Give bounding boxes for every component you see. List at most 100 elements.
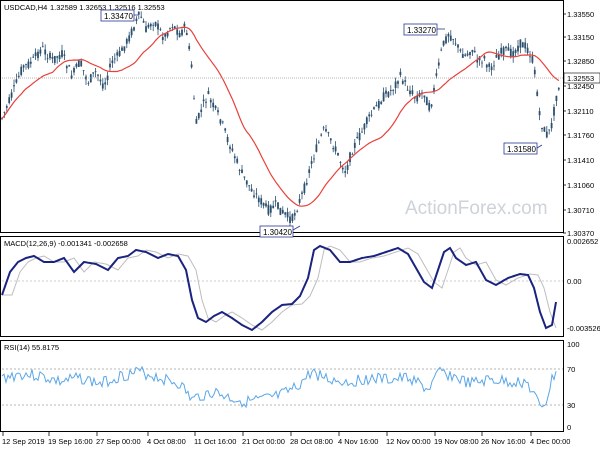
- candle-body: [154, 22, 157, 26]
- x-tick-label: 26 Nov 16:00: [481, 437, 526, 446]
- candle-body: [236, 158, 239, 163]
- candle-body: [39, 49, 42, 54]
- candle-body: [56, 56, 59, 58]
- candle-body: [329, 138, 332, 141]
- candle-body: [430, 104, 433, 107]
- macd-ytick-zero: 0.00: [567, 277, 582, 286]
- candle-body: [173, 26, 176, 29]
- candle-body: [262, 202, 265, 206]
- candle-body: [142, 20, 145, 23]
- candle-body: [505, 46, 507, 49]
- candle-body: [178, 32, 181, 38]
- candle-body: [224, 128, 227, 131]
- candle-body: [279, 207, 282, 215]
- candle-body: [409, 90, 411, 95]
- candle-body: [545, 131, 548, 138]
- x-tick-label: 12 Sep 2019: [2, 437, 45, 446]
- candle-body: [339, 162, 342, 163]
- candle-body: [538, 111, 541, 116]
- candle-body: [137, 11, 140, 15]
- candle-body: [243, 176, 246, 178]
- candle-body: [452, 39, 455, 41]
- candle-body: [185, 33, 188, 36]
- candle-body: [207, 91, 210, 94]
- candle-body: [531, 56, 534, 63]
- candle-body: [483, 56, 486, 59]
- candle-body: [195, 118, 198, 124]
- price-candles: [1, 11, 560, 227]
- candle-body: [231, 148, 234, 151]
- x-tick-label: 4 Nov 16:00: [338, 437, 378, 446]
- candle-body: [509, 48, 512, 58]
- candle-body: [493, 65, 495, 67]
- candle-body: [519, 39, 522, 48]
- candle-body: [524, 42, 527, 49]
- candle-body: [284, 212, 287, 215]
- price-ytick-label: 1.31410: [567, 156, 594, 165]
- candle-body: [121, 47, 123, 51]
- candle-body: [291, 214, 294, 222]
- candle-body: [200, 109, 203, 112]
- candle-body: [512, 51, 515, 58]
- rsi-ytick-100: 100: [567, 340, 580, 349]
- callout-3: 1.30420: [259, 225, 301, 238]
- candle-body: [267, 204, 270, 215]
- price-pane-header-symbol: USDCAD,H4: [4, 3, 47, 12]
- rsi-ytick-70: 70: [567, 365, 575, 374]
- candle-body: [212, 102, 215, 108]
- x-tick-label: 11 Oct 16:00: [194, 437, 236, 446]
- candle-body: [500, 47, 503, 54]
- candle-body: [214, 105, 217, 109]
- candle-body: [281, 209, 284, 214]
- candle-body: [497, 54, 500, 60]
- candle-body: [401, 80, 404, 84]
- candle-body: [289, 216, 291, 223]
- candle-body: [469, 52, 471, 56]
- candle-body: [219, 119, 222, 124]
- candle-body: [53, 55, 56, 63]
- candle-body: [205, 101, 207, 103]
- candle-body: [521, 42, 524, 48]
- candle-body: [17, 75, 20, 78]
- candle-body: [349, 152, 351, 163]
- candle-body: [449, 35, 452, 41]
- price-pane-header-ohlc: 1.32589 1.32653 1.32516 1.32553: [50, 3, 165, 12]
- candle-body: [94, 71, 97, 73]
- macd-ytick-top: 0.002652: [567, 237, 598, 246]
- candle-body: [442, 40, 445, 46]
- candle-body: [457, 44, 459, 48]
- candle-body: [351, 154, 354, 155]
- candle-body: [541, 128, 543, 130]
- macd-main-line: [1, 244, 557, 332]
- candle-body: [389, 90, 392, 91]
- candle-body: [135, 18, 138, 22]
- candle-body: [46, 58, 49, 60]
- candle-body: [286, 211, 289, 218]
- candle-body: [473, 50, 476, 53]
- candle-body: [529, 56, 531, 58]
- candle-body: [298, 198, 301, 203]
- candle-body: [106, 75, 109, 81]
- candle-body: [99, 79, 102, 82]
- candle-body: [255, 193, 258, 195]
- candle-body: [485, 64, 488, 68]
- candle-body: [313, 158, 315, 160]
- candle-body: [459, 49, 462, 51]
- candle-body: [73, 68, 75, 73]
- candle-body: [387, 91, 390, 97]
- candle-body: [41, 46, 44, 48]
- x-tick-label: 21 Oct 00:00: [242, 437, 285, 446]
- candle-body: [461, 54, 464, 58]
- candle-body: [145, 26, 147, 33]
- candle-body: [526, 47, 529, 54]
- callout-3-text: 1.30420: [263, 228, 292, 237]
- candle-body: [221, 121, 224, 123]
- candle-body: [248, 185, 251, 187]
- candle-body: [488, 63, 491, 67]
- candle-body: [356, 136, 359, 139]
- price-ytick-label: 1.32450: [567, 82, 594, 91]
- candle-body: [269, 205, 272, 213]
- candle-body: [310, 161, 313, 164]
- candle-body: [217, 110, 219, 113]
- candle-body: [209, 99, 212, 103]
